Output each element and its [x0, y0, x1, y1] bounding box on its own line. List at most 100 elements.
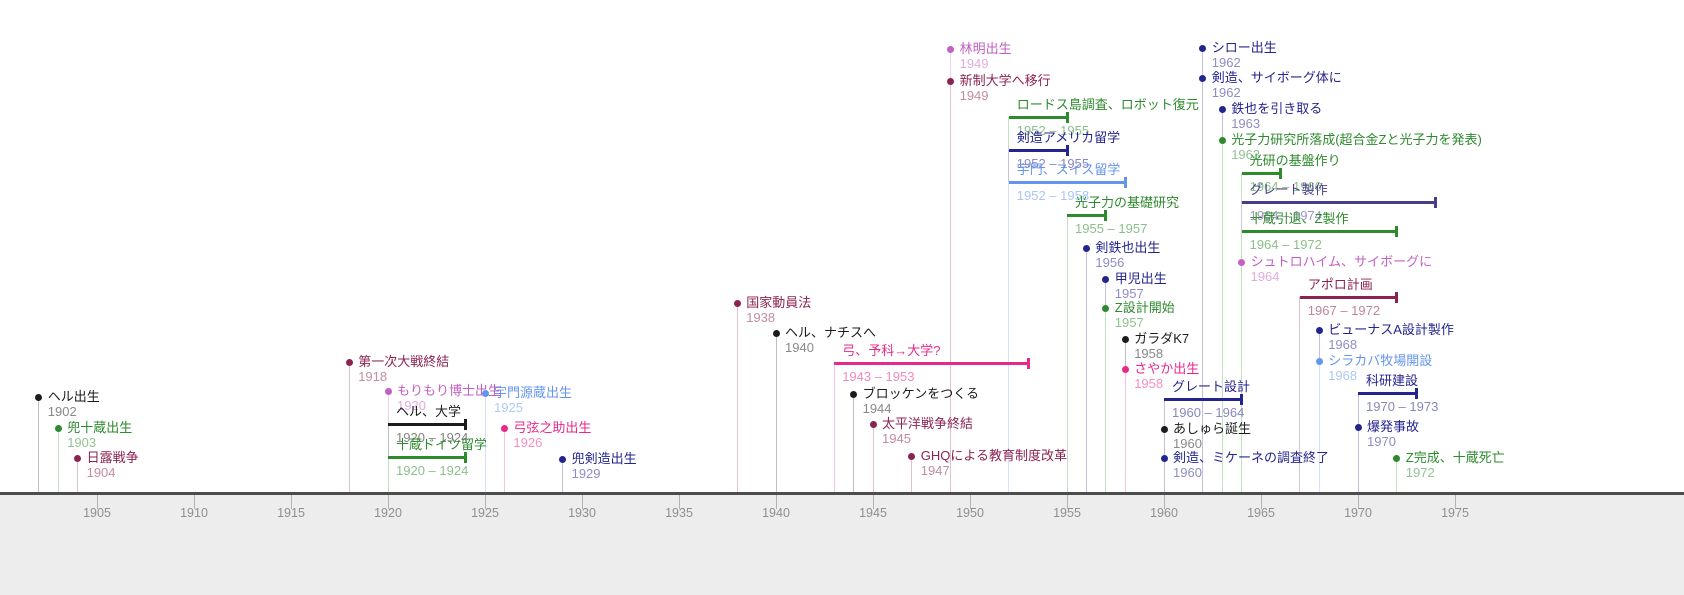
range-bar: [1241, 229, 1397, 233]
event-label: Z設計開始: [1114, 300, 1175, 315]
event-label: ヘル出生: [47, 389, 100, 404]
range-period: 1970 – 1973: [1366, 399, 1439, 414]
range-label: 十蔵引退、Z製作: [1249, 211, 1349, 226]
event-year: 1960: [1173, 465, 1202, 480]
event-year: 1947: [920, 463, 950, 478]
axis-year-label: 1940: [762, 506, 790, 520]
event-stem: [1124, 372, 1126, 493]
range-bar: [1241, 200, 1436, 204]
range-end-tick: [1395, 225, 1399, 237]
event-stem: [736, 306, 738, 493]
axis-tick: [484, 495, 486, 509]
axis-tick: [387, 495, 389, 509]
event-stem: [77, 461, 79, 493]
event-dot: [1199, 74, 1207, 82]
range-bar: [1164, 397, 1242, 401]
range-end-tick: [1065, 144, 1069, 156]
range-bar: [388, 455, 466, 459]
event-year: 1968: [1328, 368, 1358, 383]
event-year: 1925: [494, 400, 523, 415]
event-year: 1926: [513, 435, 543, 450]
event-stem: [562, 462, 564, 493]
range-label: 光研の基盤作り: [1249, 153, 1341, 168]
event-dot: [1102, 304, 1110, 312]
event-year: 1963: [1231, 116, 1261, 131]
event-year: 1902: [47, 404, 77, 419]
range-bar: [1299, 295, 1397, 299]
event-dot: [869, 420, 877, 428]
event-label: Z完成、十蔵死亡: [1405, 450, 1505, 465]
event-label: もりもり博士出生: [397, 383, 502, 398]
axis-tick: [96, 495, 98, 509]
event-label: 新制大学へ移行: [959, 73, 1051, 88]
range-period: 1960 – 1964: [1172, 405, 1245, 420]
event-year: 1957: [1114, 315, 1144, 330]
event-label: 兜十蔵出生: [67, 420, 133, 435]
event-dot: [1315, 357, 1323, 365]
event-dot: [1160, 454, 1168, 462]
event-year: 1903: [67, 435, 97, 450]
axis-year-label: 1945: [859, 506, 887, 520]
event-dot: [559, 455, 567, 463]
range-period: 1920 – 1924: [396, 430, 469, 445]
event-dot: [1199, 44, 1207, 52]
range-period: 1952 – 1955: [1016, 123, 1090, 138]
axis-tick: [193, 495, 195, 509]
event-year: 1970: [1367, 434, 1396, 449]
event-label: 日露戦争: [86, 450, 139, 465]
event-label: 第一次大戦終結: [358, 354, 450, 369]
axis-tick: [1066, 495, 1068, 509]
event-year: 1929: [571, 466, 601, 481]
range-stem: [833, 363, 835, 493]
range-end-tick: [1395, 291, 1399, 303]
event-stem: [348, 365, 350, 493]
range-end-tick: [1104, 209, 1108, 221]
range-label: グレート設計: [1172, 379, 1251, 394]
event-stem: [1396, 461, 1398, 493]
event-label: 爆発事故: [1367, 419, 1420, 434]
event-year: 1962: [1211, 55, 1241, 70]
event-year: 1918: [358, 369, 388, 384]
event-year: 1949: [959, 56, 989, 71]
axis-tick: [969, 495, 971, 509]
event-dot: [1315, 326, 1323, 334]
event-dot: [74, 454, 82, 462]
range-stem: [1357, 393, 1359, 493]
axis-tick: [775, 495, 777, 509]
event-dot: [1218, 136, 1226, 144]
event-label: 国家動員法: [746, 295, 812, 310]
event-year: 1968: [1328, 337, 1358, 352]
event-year: 1957: [1114, 286, 1144, 301]
axis-year-label: 1955: [1053, 506, 1081, 520]
event-stem: [1085, 251, 1087, 493]
axis-year-label: 1960: [1150, 506, 1178, 520]
event-year: 1949: [959, 88, 989, 103]
range-end-tick: [464, 418, 468, 430]
event-stem: [503, 431, 505, 493]
axis-year-label: 1910: [180, 506, 208, 520]
event-stem: [1105, 311, 1107, 493]
event-label: 太平洋戦争終結: [882, 416, 974, 431]
axis-year-label: 1920: [374, 506, 402, 520]
range-period: 1964 – 1974: [1249, 208, 1322, 223]
range-bar: [1008, 148, 1067, 152]
event-year: 1963: [1231, 147, 1261, 162]
axis-year-label: 1950: [956, 506, 984, 520]
range-period: 1955 – 1957: [1075, 221, 1148, 236]
event-label: 林明出生: [959, 41, 1012, 56]
axis-tick: [1163, 495, 1165, 509]
event-dot: [1102, 275, 1110, 283]
event-year: 1960: [1173, 436, 1202, 451]
range-label: 科研建設: [1366, 373, 1419, 388]
range-stem: [1163, 399, 1165, 493]
event-dot: [1082, 244, 1090, 252]
event-label: 弓弦之助出生: [513, 420, 592, 435]
event-dot: [947, 77, 955, 85]
range-label: 剣造アメリカ留学: [1016, 130, 1121, 145]
range-end-tick: [1065, 111, 1069, 123]
event-year: 1940: [785, 340, 814, 355]
event-label: シュトロハイム、サイボーグに: [1250, 254, 1433, 269]
event-year: 1944: [862, 401, 892, 416]
event-stem: [57, 431, 59, 493]
